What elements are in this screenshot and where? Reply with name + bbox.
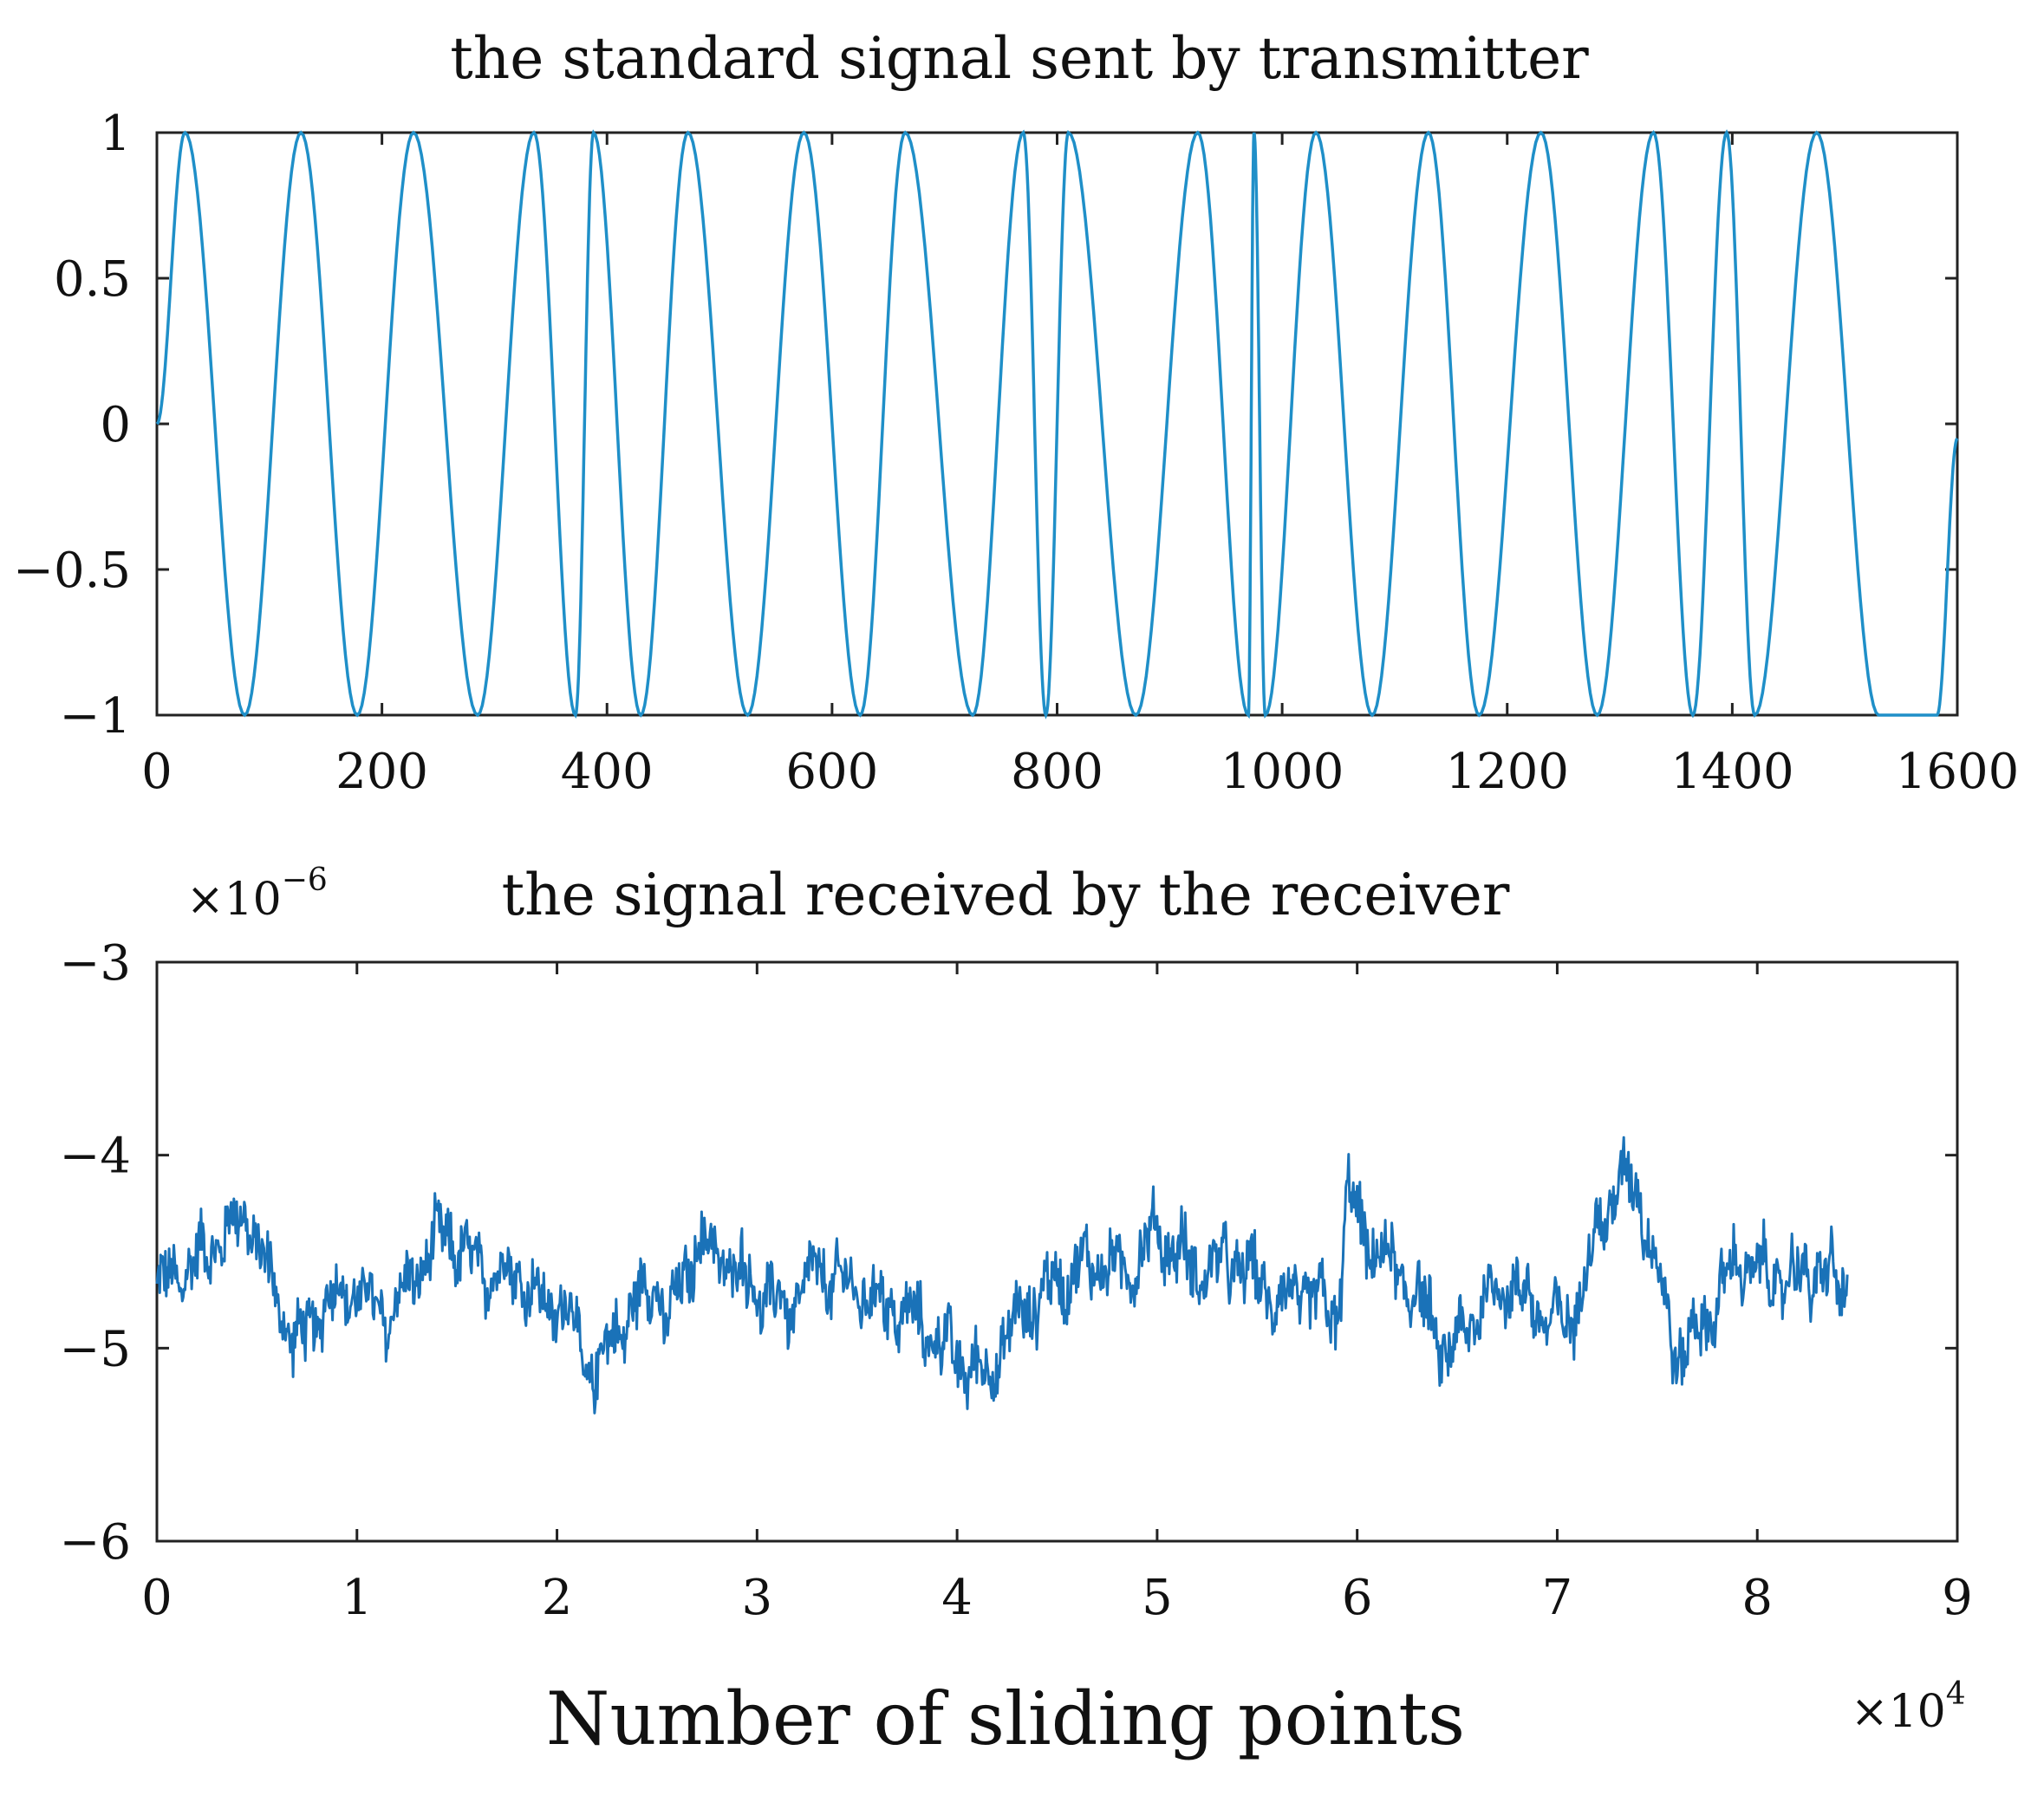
x-tick-label: 1 <box>342 1570 373 1626</box>
x-tick-label: 1400 <box>1670 744 1794 800</box>
x-tick-label: 200 <box>335 744 428 800</box>
x-tick-label: 3 <box>742 1570 773 1626</box>
bottom-x-scale-label: ×104 <box>1851 1676 1966 1738</box>
x-tick-label: 0 <box>141 1570 173 1626</box>
x-tick-label: 4 <box>941 1570 973 1626</box>
x-tick-label: 8 <box>1741 1570 1773 1626</box>
bottom-y-scale-label: ×10−6 <box>186 862 328 926</box>
x-tick-label: 6 <box>1342 1570 1373 1626</box>
bottom-plot-area: 0 1 2 3 4 5 6 7 8 9 −3 −4 −5 −6 <box>59 935 1972 1626</box>
x-tick-label: 9 <box>1942 1570 1973 1626</box>
y-tick-label: −3 <box>59 935 131 992</box>
x-tick-label: 5 <box>1142 1570 1173 1626</box>
bottom-x-axis-label: Number of sliding points <box>546 1676 1465 1761</box>
top-chart-title: the standard signal sent by transmitter <box>450 25 1589 92</box>
y-tick-label: 1 <box>100 106 131 162</box>
y-tick-label: −1 <box>59 688 131 745</box>
y-tick-label: −6 <box>59 1514 131 1571</box>
signal-line <box>155 129 1959 719</box>
x-tick-label: 0 <box>141 744 173 800</box>
x-tick-label: 600 <box>785 744 878 800</box>
x-tick-label: 400 <box>561 744 654 800</box>
y-tick-label: 0.5 <box>54 251 131 308</box>
y-tick-label: −4 <box>59 1129 131 1185</box>
x-tick-label: 1600 <box>1896 744 2020 800</box>
plot-frame <box>155 960 1959 1543</box>
top-chart: the standard signal sent by transmitter … <box>13 25 2019 800</box>
bottom-chart: the signal received by the receiver ×10−… <box>59 862 1972 1761</box>
y-tick-label: 0 <box>100 397 131 453</box>
received-signal-line <box>155 1136 1849 1415</box>
x-tick-label: 800 <box>1011 744 1103 800</box>
bottom-chart-title: the signal received by the receiver <box>502 862 1510 928</box>
y-tick-label: −0.5 <box>13 543 131 599</box>
x-tick-label: 1000 <box>1221 744 1344 800</box>
x-tick-label: 2 <box>542 1570 573 1626</box>
x-tick-label: 7 <box>1542 1570 1573 1626</box>
x-tick-label: 1200 <box>1445 744 1569 800</box>
top-plot-area: 0 200 400 600 800 1000 1200 1400 1600 1 0.5 0 −0.5 −1 <box>13 106 2019 800</box>
y-tick-label: −5 <box>59 1321 131 1377</box>
